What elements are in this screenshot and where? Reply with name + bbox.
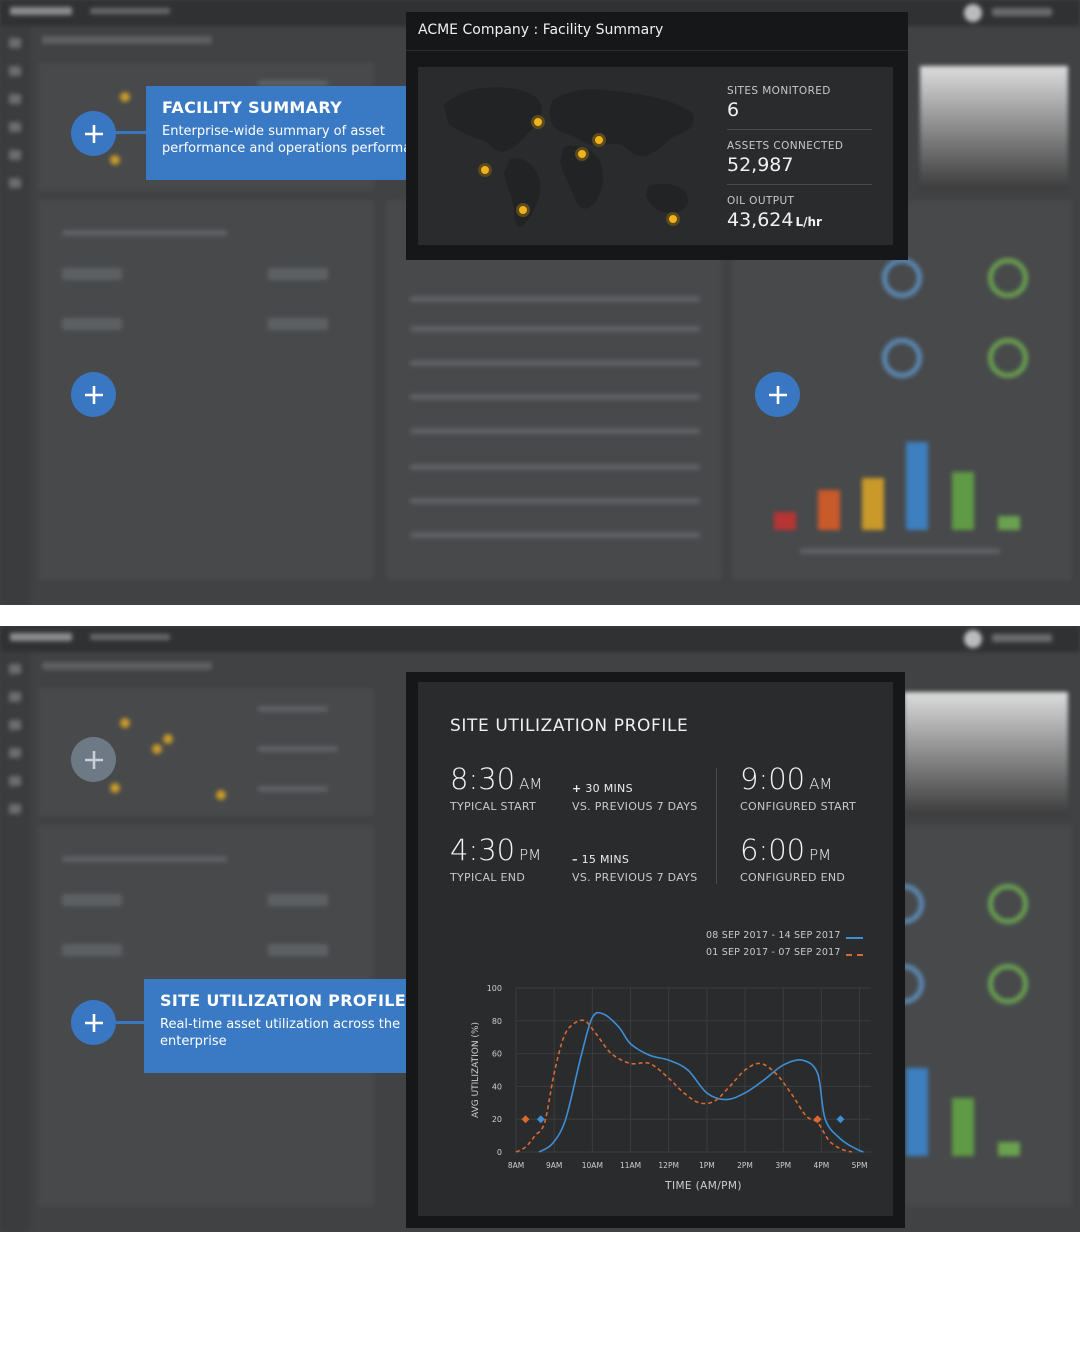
end-delta: – 15 MINS (572, 853, 630, 866)
facility-summary-plus-button[interactable] (71, 111, 116, 156)
callout-title: SITE UTILIZATION PROFILE (160, 991, 406, 1010)
legend-previous-line (846, 954, 863, 956)
site-marker[interactable] (531, 115, 545, 129)
plus-icon (84, 1013, 103, 1032)
y-tick-label: 20 (492, 1115, 502, 1124)
y-tick-label: 60 (492, 1050, 502, 1059)
stat-unit: L/hr (795, 215, 822, 229)
site-marker[interactable] (592, 133, 606, 147)
plus-icon (84, 750, 103, 769)
card-title: SITE UTILIZATION PROFILE (450, 716, 689, 736)
assets-connected-stat: ASSETS CONNECTED 52,987 (727, 140, 872, 185)
legend-current-line (846, 937, 863, 939)
divider (716, 768, 717, 884)
stat-value: 6 (727, 99, 740, 121)
plus-icon (84, 124, 103, 143)
stat-value: 52,987 (727, 154, 794, 176)
site-utilization-card: SITE UTILIZATION PROFILE 8:30 AM TYPICAL … (418, 682, 893, 1216)
site-marker[interactable] (666, 212, 680, 226)
stat-label: OIL OUTPUT (727, 195, 795, 207)
typical-start-time: 8:30 AM (450, 762, 543, 796)
site-utilization-modal: SITE UTILIZATION PROFILE 8:30 AM TYPICAL … (406, 672, 905, 1228)
end-delta-label: VS. PREVIOUS 7 DAYS (572, 871, 698, 884)
callout-description: Real-time asset utilization across the e… (160, 1017, 401, 1049)
y-tick-label: 100 (487, 984, 502, 993)
y-tick-label: 80 (492, 1017, 502, 1026)
x-tick-label: 10AM (582, 1161, 603, 1170)
site-utilization-screen: SITE UTILIZATION PROFILE Real-time asset… (0, 626, 1080, 1232)
site-utilization-plus-button[interactable] (71, 1000, 116, 1045)
x-tick-label: 9AM (546, 1161, 562, 1170)
stat-label: ASSETS CONNECTED (727, 140, 844, 152)
facility-summary-plus-button[interactable] (71, 737, 116, 782)
x-tick-label: 4PM (813, 1161, 829, 1170)
start-delta: + 30 MINS (572, 782, 633, 795)
threshold-marker (536, 1115, 545, 1124)
x-tick-label: 1PM (699, 1161, 715, 1170)
y-axis-label: AVG UTILIZATION (%) (471, 1022, 481, 1118)
callout-connector (114, 1021, 146, 1024)
facility-summary-screen: FACILITY SUMMARY Enterprise-wide summary… (0, 0, 1080, 605)
x-tick-label: 12PM (658, 1161, 679, 1170)
facility-summary-modal: ACME Company : Facility Summary (406, 12, 908, 260)
configured-end-time: 6:00 PM (740, 833, 832, 867)
world-map (444, 87, 694, 228)
series-previous-line (515, 1019, 853, 1153)
stat-value: 43,624 L/hr (727, 209, 822, 231)
x-axis-label: TIME (AM/PM) (664, 1180, 742, 1192)
configured-end-label: CONFIGURED END (740, 871, 846, 884)
typical-end-time: 4:30 PM (450, 833, 542, 867)
threshold-marker (813, 1115, 822, 1124)
equipment-plus-button[interactable] (755, 372, 800, 417)
site-marker[interactable] (575, 147, 589, 161)
threshold-marker (521, 1115, 530, 1124)
y-tick-label: 0 (497, 1148, 502, 1157)
plus-icon (768, 385, 787, 404)
facility-summary-card: SITES MONITORED 6 ASSETS CONNECTED 52,98… (418, 67, 893, 245)
legend-current-label: 08 SEP 2017 - 14 SEP 2017 (706, 930, 841, 941)
site-marker[interactable] (478, 163, 492, 177)
callout-connector (114, 131, 148, 134)
x-tick-label: 8AM (508, 1161, 524, 1170)
site-utilization-plus-button[interactable] (71, 372, 116, 417)
site-utilization-callout: SITE UTILIZATION PROFILE Real-time asset… (144, 979, 430, 1073)
x-tick-label: 2PM (737, 1161, 753, 1170)
stat-label: SITES MONITORED (727, 85, 831, 97)
sites-monitored-stat: SITES MONITORED 6 (727, 85, 872, 130)
configured-start-time: 9:00 AM (740, 762, 833, 796)
configured-start-label: CONFIGURED START (740, 800, 857, 813)
typical-end-label: TYPICAL END (450, 871, 526, 884)
x-tick-label: 3PM (775, 1161, 791, 1170)
oil-output-stat: OIL OUTPUT 43,624 L/hr (727, 195, 872, 231)
series-current-line (538, 1011, 864, 1153)
x-tick-label: 5PM (852, 1161, 868, 1170)
divider (406, 50, 908, 51)
threshold-marker (836, 1115, 845, 1124)
legend-previous-label: 01 SEP 2017 - 07 SEP 2017 (706, 947, 841, 958)
callout-description: Enterprise-wide summary of asset perform… (162, 124, 435, 156)
typical-start-label: TYPICAL START (450, 800, 536, 813)
modal-title: ACME Company : Facility Summary (418, 22, 664, 38)
plus-icon (84, 385, 103, 404)
utilization-line-chart: 0 20 40 60 80 100 8AM 9AM 10AM 11AM 12PM 1PM 2PM 3PM 4… (471, 984, 871, 1192)
start-delta-label: VS. PREVIOUS 7 DAYS (572, 800, 698, 813)
site-marker[interactable] (516, 203, 530, 217)
x-tick-label: 11AM (620, 1161, 641, 1170)
callout-title: FACILITY SUMMARY (162, 98, 342, 117)
y-tick-label: 40 (492, 1082, 502, 1091)
